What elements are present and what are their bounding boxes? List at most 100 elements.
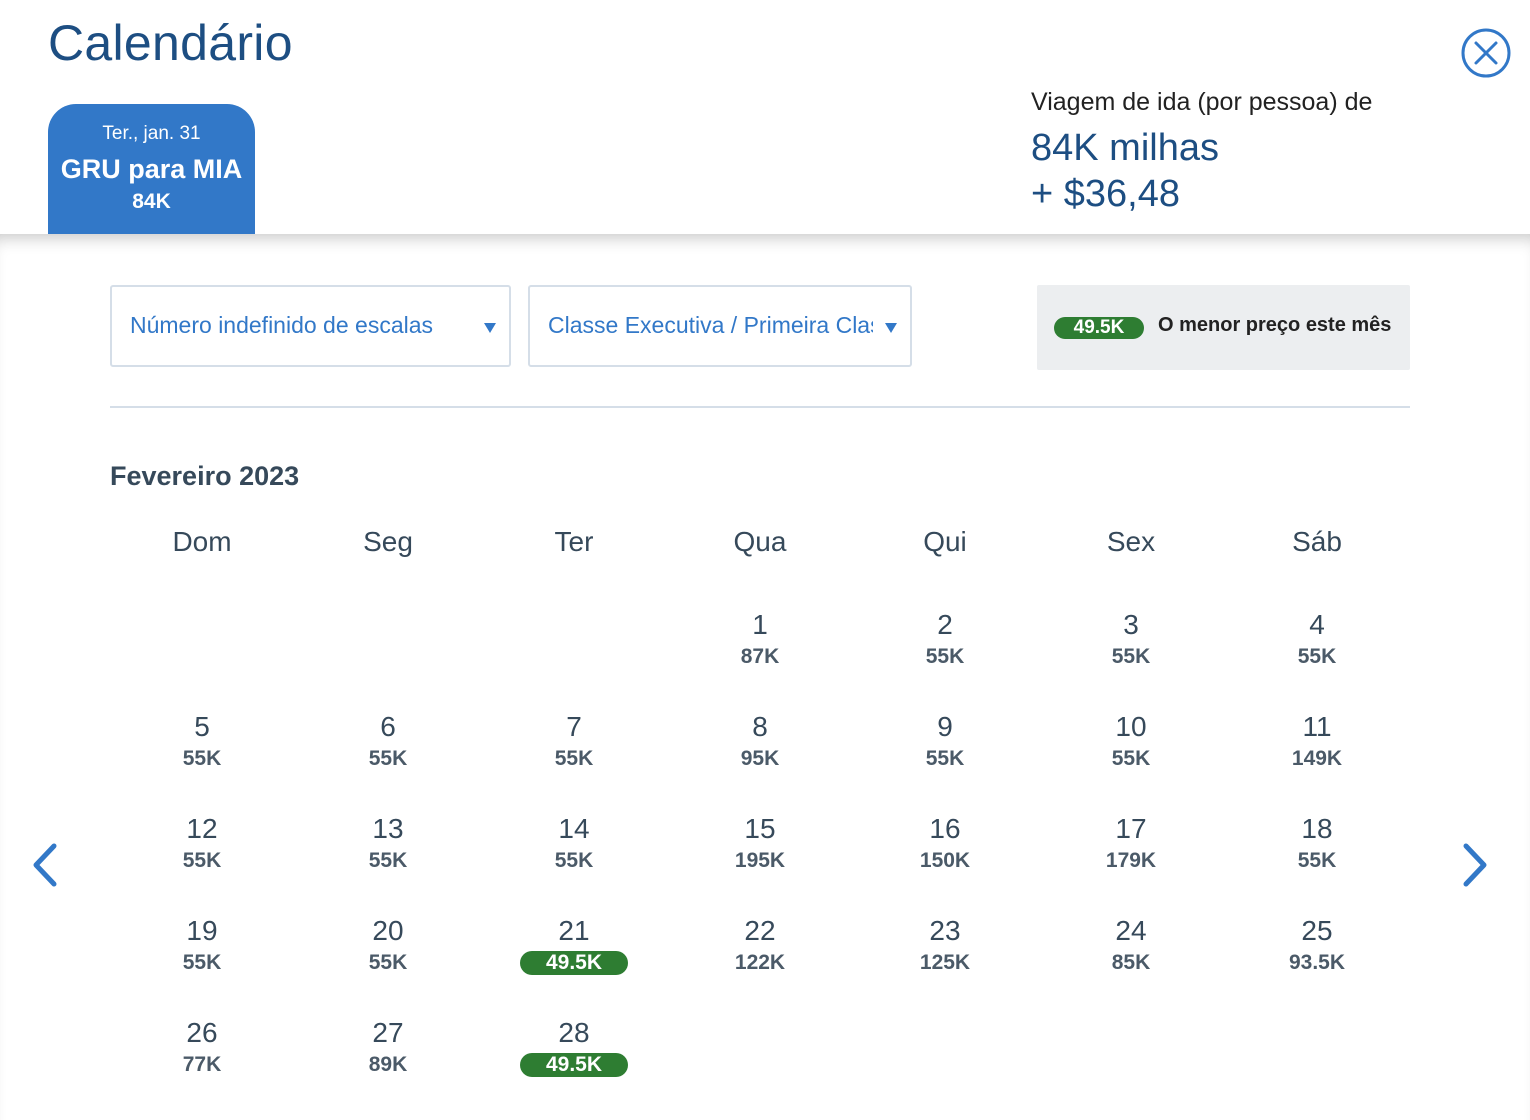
chevron-left-icon: [33, 843, 57, 887]
page-title: Calendário: [48, 15, 293, 71]
calendar-day[interactable]: 5 55K: [112, 710, 292, 800]
day-number: 12: [186, 813, 218, 844]
calendar-day[interactable]: 3 55K: [1041, 608, 1221, 698]
stops-select[interactable]: Número indefinido de escalas: [110, 285, 511, 367]
cabin-select-value: Classe Executiva / Primeira Classe: [548, 312, 873, 338]
day-price: 179K: [1105, 849, 1157, 872]
calendar-day[interactable]: 12 55K: [112, 812, 292, 902]
day-price: 125K: [919, 951, 971, 974]
day-price: 122K: [734, 951, 786, 974]
day-price: 55K: [182, 747, 222, 770]
next-month-button[interactable]: [1456, 842, 1492, 888]
header: Calendário Ter., jan. 31 GRU para MIA 84…: [0, 0, 1530, 234]
day-price: 55K: [182, 951, 222, 974]
chevron-right-icon: [1463, 843, 1487, 887]
day-price: 95K: [740, 747, 780, 770]
day-price: 55K: [1111, 747, 1151, 770]
month-title: Fevereiro 2023: [110, 461, 300, 491]
caret-down-icon: [885, 323, 897, 333]
trip-label: Viagem de ida (por pessoa) de: [1031, 88, 1373, 116]
day-price: 150K: [919, 849, 971, 872]
day-number: 8: [752, 711, 768, 742]
day-number: 27: [372, 1017, 404, 1048]
previous-month-button[interactable]: [28, 842, 64, 888]
day-number: 16: [929, 813, 961, 844]
day-number: 17: [1115, 813, 1147, 844]
day-number: 28: [558, 1017, 590, 1048]
calendar-day[interactable]: 16 150K: [855, 812, 1035, 902]
day-number: 20: [372, 915, 404, 946]
day-price: 55K: [368, 849, 408, 872]
day-price: 195K: [734, 849, 786, 872]
day-number: 3: [1123, 609, 1139, 640]
divider: [110, 406, 1410, 408]
calendar-day[interactable]: 2 55K: [855, 608, 1035, 698]
lowest-price-legend: 49.5K O menor preço este mês: [1037, 285, 1410, 370]
calendar-day[interactable]: 24 85K: [1041, 914, 1221, 1004]
day-price: 55K: [925, 645, 965, 668]
flight-tab-route: GRU para MIA: [60, 154, 243, 184]
calendar-day[interactable]: 13 55K: [298, 812, 478, 902]
lowest-price-badge: 49.5K: [520, 951, 628, 975]
day-number: 23: [929, 915, 961, 946]
day-number: 6: [380, 711, 396, 742]
day-price: 55K: [1297, 645, 1337, 668]
calendar-day[interactable]: 26 77K: [112, 1016, 292, 1106]
calendar-day[interactable]: 21 49.5K: [484, 914, 664, 1004]
calendar-day[interactable]: 11 149K: [1227, 710, 1407, 800]
calendar-day[interactable]: 19 55K: [112, 914, 292, 1004]
calendar-day[interactable]: 10 55K: [1041, 710, 1221, 800]
legend-text: O menor preço este mês: [1158, 314, 1392, 336]
calendar-day[interactable]: 9 55K: [855, 710, 1035, 800]
day-price: 55K: [554, 747, 594, 770]
day-number: 1: [752, 609, 768, 640]
day-number: 25: [1301, 915, 1333, 946]
flight-tab-price: 84K: [132, 190, 171, 213]
day-number: 24: [1115, 915, 1147, 946]
day-price: 55K: [1297, 849, 1337, 872]
day-number: 18: [1301, 813, 1333, 844]
calendar-day[interactable]: 28 49.5K: [484, 1016, 664, 1106]
flight-tab[interactable]: Ter., jan. 31 GRU para MIA 84K: [48, 104, 255, 234]
calendar-day[interactable]: 27 89K: [298, 1016, 478, 1106]
calendar-day[interactable]: 18 55K: [1227, 812, 1407, 902]
day-price: 55K: [1111, 645, 1151, 668]
calendar-day[interactable]: 14 55K: [484, 812, 664, 902]
calendar-day[interactable]: 6 55K: [298, 710, 478, 800]
day-number: 26: [186, 1017, 218, 1048]
day-price: 55K: [368, 951, 408, 974]
calendar-day[interactable]: 17 179K: [1041, 812, 1221, 902]
day-number: 15: [744, 813, 776, 844]
calendar-day[interactable]: 1 87K: [670, 608, 850, 698]
stops-select-value: Número indefinido de escalas: [130, 312, 434, 338]
legend-price-badge: 49.5K: [1054, 317, 1144, 339]
calendar-day[interactable]: 15 195K: [670, 812, 850, 902]
close-button[interactable]: [1461, 28, 1511, 78]
day-number: 7: [566, 711, 582, 742]
day-number: 14: [558, 813, 590, 844]
weekday-label: Qui: [923, 526, 967, 557]
calendar-day[interactable]: 20 55K: [298, 914, 478, 1004]
close-icon: [1461, 28, 1511, 78]
weekday-label: Dom: [172, 526, 232, 557]
calendar-day[interactable]: 8 95K: [670, 710, 850, 800]
day-number: 19: [186, 915, 218, 946]
day-number: 4: [1309, 609, 1325, 640]
day-price: 55K: [925, 747, 965, 770]
day-number: 13: [372, 813, 404, 844]
day-number: 11: [1302, 711, 1332, 742]
calendar-day[interactable]: 22 122K: [670, 914, 850, 1004]
calendar-day[interactable]: 4 55K: [1227, 608, 1407, 698]
day-price: 85K: [1111, 951, 1151, 974]
calendar-day[interactable]: 23 125K: [855, 914, 1035, 1004]
day-price: 77K: [182, 1053, 222, 1076]
lowest-price-badge: 49.5K: [520, 1053, 628, 1077]
trip-price-summary: Viagem de ida (por pessoa) de 84K milhas…: [1031, 88, 1372, 217]
calendar-day[interactable]: 7 55K: [484, 710, 664, 800]
weekday-label: Seg: [363, 526, 413, 557]
weekday-label: Qua: [733, 526, 787, 557]
weekday-label: Sáb: [1292, 526, 1342, 557]
cabin-select[interactable]: Classe Executiva / Primeira Classe: [528, 285, 912, 367]
calendar-day[interactable]: 25 93.5K: [1227, 914, 1407, 1004]
day-price: 89K: [368, 1053, 408, 1076]
